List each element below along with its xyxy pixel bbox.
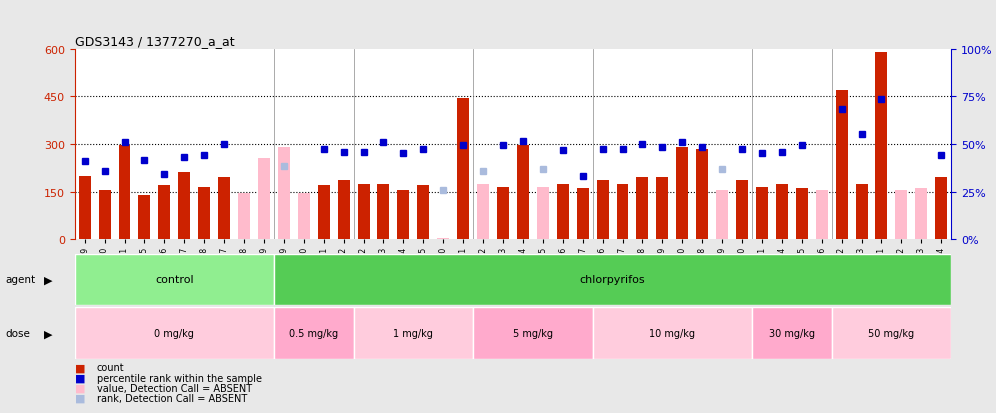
Bar <box>278 148 290 240</box>
Bar <box>537 188 549 240</box>
Bar <box>756 188 768 240</box>
Text: agent: agent <box>5 275 35 285</box>
Text: 0 mg/kg: 0 mg/kg <box>154 328 194 339</box>
Text: 30 mg/kg: 30 mg/kg <box>769 328 815 339</box>
Bar <box>517 146 529 240</box>
Text: ■: ■ <box>75 363 86 373</box>
Bar <box>935 178 947 240</box>
Text: 0.5 mg/kg: 0.5 mg/kg <box>289 328 339 339</box>
Text: 1 mg/kg: 1 mg/kg <box>393 328 433 339</box>
Bar <box>258 159 270 240</box>
Bar <box>457 99 469 240</box>
Bar <box>138 195 150 240</box>
Bar <box>238 194 250 240</box>
Bar <box>338 181 350 240</box>
Bar <box>617 184 628 240</box>
Text: 5 mg/kg: 5 mg/kg <box>513 328 553 339</box>
Bar <box>895 190 907 240</box>
Bar <box>99 190 111 240</box>
Text: 10 mg/kg: 10 mg/kg <box>649 328 695 339</box>
Bar <box>354 308 473 359</box>
Text: control: control <box>155 275 193 285</box>
Text: ■: ■ <box>75 383 86 393</box>
Bar <box>75 254 274 306</box>
Bar <box>274 254 951 306</box>
Bar <box>198 188 210 240</box>
Bar <box>696 150 708 240</box>
Text: ▶: ▶ <box>44 328 52 339</box>
Bar <box>656 178 668 240</box>
Bar <box>816 190 828 240</box>
Text: count: count <box>97 363 124 373</box>
Bar <box>79 176 91 240</box>
Bar <box>473 308 593 359</box>
Bar <box>218 178 230 240</box>
Bar <box>158 186 170 240</box>
Bar <box>298 194 310 240</box>
Bar <box>318 186 330 240</box>
Bar <box>716 190 728 240</box>
Bar <box>776 184 788 240</box>
Text: GDS3143 / 1377270_a_at: GDS3143 / 1377270_a_at <box>75 36 234 48</box>
Bar <box>752 308 832 359</box>
Text: ■: ■ <box>75 373 86 383</box>
Text: dose: dose <box>5 328 30 339</box>
Bar <box>437 238 449 240</box>
Bar <box>477 184 489 240</box>
Text: ▶: ▶ <box>44 275 52 285</box>
Bar <box>274 308 354 359</box>
Bar <box>358 184 370 240</box>
Bar <box>597 181 609 240</box>
Text: ■: ■ <box>75 393 86 403</box>
Bar <box>593 308 752 359</box>
Bar <box>397 190 409 240</box>
Text: chlorpyrifos: chlorpyrifos <box>580 275 645 285</box>
Bar <box>796 189 808 240</box>
Bar <box>836 91 848 240</box>
Bar <box>417 186 429 240</box>
Bar <box>577 189 589 240</box>
Text: value, Detection Call = ABSENT: value, Detection Call = ABSENT <box>97 383 252 393</box>
Bar <box>676 148 688 240</box>
Bar <box>119 146 130 240</box>
Bar <box>636 178 648 240</box>
Text: percentile rank within the sample: percentile rank within the sample <box>97 373 262 383</box>
Bar <box>497 188 509 240</box>
Bar <box>377 184 389 240</box>
Bar <box>856 184 868 240</box>
Bar <box>736 181 748 240</box>
Bar <box>178 173 190 240</box>
Bar <box>875 53 887 240</box>
Text: 50 mg/kg: 50 mg/kg <box>869 328 914 339</box>
Bar <box>557 184 569 240</box>
Bar <box>75 308 274 359</box>
Bar <box>832 308 951 359</box>
Bar <box>915 189 927 240</box>
Text: rank, Detection Call = ABSENT: rank, Detection Call = ABSENT <box>97 393 247 403</box>
